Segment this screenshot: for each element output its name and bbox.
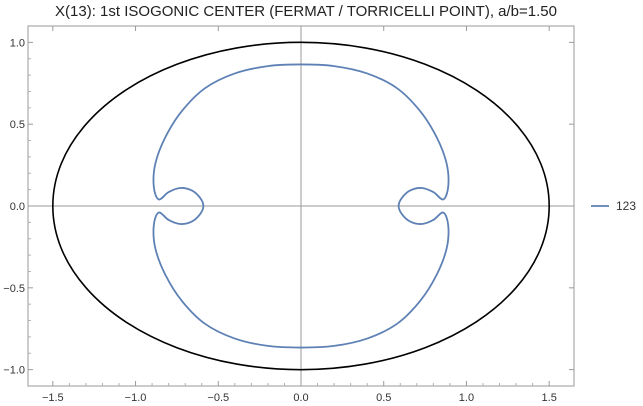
y-tick-label: −1.0 <box>3 365 25 377</box>
series-locus-line <box>152 63 450 349</box>
axes <box>28 26 574 386</box>
y-tick-label: 1.0 <box>10 37 25 49</box>
x-tick-label: 1.5 <box>542 392 557 404</box>
x-tick-label: −1.0 <box>125 392 147 404</box>
legend: 123 <box>591 199 636 213</box>
series-layer <box>52 41 550 371</box>
ticks: −1.5 −1.0 −0.5 0.0 0.5 1.0 1.5 1.0 0.5 0.0 −0.5 −1.… <box>3 26 574 404</box>
x-tick-label: 1.0 <box>459 392 474 404</box>
chart-title: X(13): 1st ISOGONIC CENTER (FERMAT / TOR… <box>55 3 557 20</box>
y-tick-label: 0.0 <box>10 201 25 213</box>
x-tick-label: −0.5 <box>207 392 229 404</box>
legend-label: 123 <box>616 199 636 213</box>
x-tick-label: 0.0 <box>293 392 308 404</box>
y-tick-label: 0.5 <box>10 119 25 131</box>
x-tick-label: −1.5 <box>42 392 64 404</box>
y-tick-label: −0.5 <box>3 283 25 295</box>
x-tick-label: 0.5 <box>376 392 391 404</box>
series-ellipse-line <box>52 41 550 371</box>
